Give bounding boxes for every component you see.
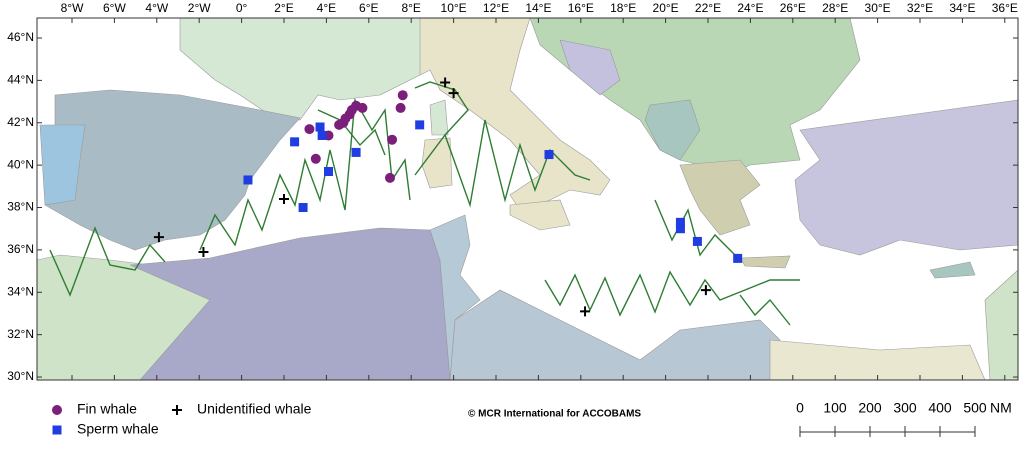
lat-tick-label: 40°N xyxy=(7,157,34,171)
fin-whale-marker xyxy=(395,102,406,113)
scale-label: 300 xyxy=(893,400,917,416)
lon-tick-label: 6°E xyxy=(359,1,378,15)
unidentified-whale-marker xyxy=(198,247,209,258)
lon-tick-label: 20°E xyxy=(653,1,679,15)
lat-tick-label: 38°N xyxy=(7,200,34,214)
fin-whale-marker xyxy=(357,102,368,113)
unidentified-whale-marker xyxy=(153,232,164,243)
lon-tick-label: 8°E xyxy=(401,1,420,15)
sperm-whale-marker xyxy=(290,137,300,147)
lon-tick-label: 18°E xyxy=(610,1,636,15)
lon-tick-label: 32°E xyxy=(907,1,933,15)
legend-symbol xyxy=(172,405,182,415)
scale-unit: NM xyxy=(990,400,1012,416)
sperm-whale-marker xyxy=(733,253,743,263)
scale-label: 100 xyxy=(823,400,847,416)
fin-whale-marker xyxy=(310,153,321,164)
lon-tick-label: 34°E xyxy=(949,1,975,15)
lon-tick-label: 28°E xyxy=(822,1,848,15)
lon-tick-label: 2°W xyxy=(188,1,211,15)
unidentified-whale-marker xyxy=(448,88,459,99)
survey-tracks xyxy=(49,81,800,326)
sperm-whale-marker xyxy=(415,120,425,130)
lat-tick-label: 30°N xyxy=(7,369,34,383)
lat-tick-label: 36°N xyxy=(7,242,34,256)
sperm-whale-marker xyxy=(317,130,327,140)
lon-tick-label: 22°E xyxy=(695,1,721,15)
fin-whale-marker xyxy=(397,90,408,101)
fin-whale-marker xyxy=(304,124,315,135)
legend-symbol xyxy=(52,425,62,435)
sperm-whale-marker xyxy=(675,224,685,234)
sperm-whale-marker xyxy=(243,175,253,185)
unidentified-whale-marker xyxy=(700,285,711,296)
basemap xyxy=(37,18,1018,380)
lon-tick-label: 6°W xyxy=(103,1,126,15)
unidentified-whale-marker xyxy=(580,306,591,317)
unidentified-whale-marker xyxy=(279,194,289,205)
sightings xyxy=(153,77,743,317)
lat-tick-label: 46°N xyxy=(7,30,34,44)
lon-tick-label: 12°E xyxy=(483,1,509,15)
lat-tick-label: 32°N xyxy=(7,327,34,341)
lon-tick-label: 8°W xyxy=(61,1,84,15)
map-frame xyxy=(36,17,1019,381)
sperm-whale-marker xyxy=(324,166,334,176)
lon-tick-label: 4°E xyxy=(317,1,336,15)
lon-tick-label: 36°E xyxy=(992,1,1018,15)
lat-tick-label: 44°N xyxy=(7,73,34,87)
lat-tick-label: 42°N xyxy=(7,115,34,129)
sperm-whale-marker xyxy=(351,147,361,157)
legend-symbol xyxy=(52,405,62,415)
lon-tick-label: 2°E xyxy=(274,1,293,15)
lon-tick-label: 16°E xyxy=(568,1,594,15)
lon-tick-label: 0° xyxy=(236,1,248,15)
lon-tick-label: 30°E xyxy=(865,1,891,15)
sperm-whale-marker xyxy=(675,217,685,227)
fin-whale-marker xyxy=(387,134,398,145)
sperm-whale-marker xyxy=(315,122,325,132)
scale-label: 0 xyxy=(796,400,804,416)
legend-label: Fin whale xyxy=(77,401,137,417)
sperm-whale-marker xyxy=(544,150,554,160)
lon-tick-label: 26°E xyxy=(780,1,806,15)
lon-tick-label: 24°E xyxy=(737,1,763,15)
lon-tick-label: 14°E xyxy=(525,1,551,15)
scale-label: 200 xyxy=(858,400,882,416)
lon-tick-label: 4°W xyxy=(145,1,168,15)
scale-label: 400 xyxy=(928,400,952,416)
unidentified-whale-marker xyxy=(440,77,451,88)
lat-tick-label: 34°N xyxy=(7,284,34,298)
fin-whale-marker xyxy=(385,172,395,183)
copyright: © MCR International for ACCOBAMS xyxy=(468,409,641,420)
sperm-whale-marker xyxy=(692,236,702,246)
scale-label: 500 xyxy=(963,400,987,416)
legend-label: Unidentified whale xyxy=(197,401,312,417)
sperm-whale-marker xyxy=(298,203,308,213)
legend-label: Sperm whale xyxy=(77,421,159,437)
lon-tick-label: 10°E xyxy=(441,1,467,15)
